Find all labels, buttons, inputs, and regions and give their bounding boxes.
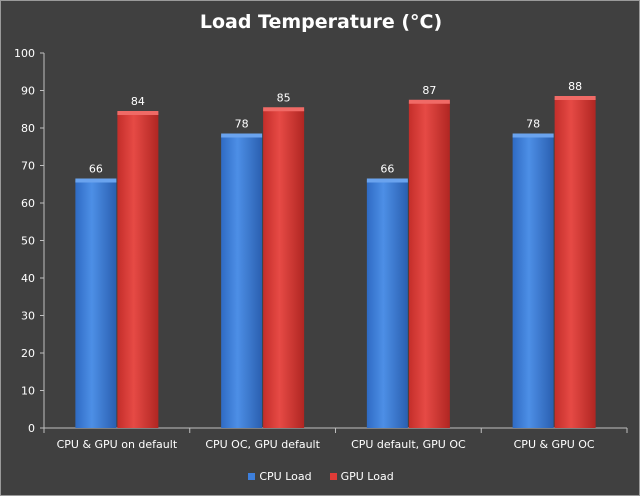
legend: CPU Load GPU Load: [1, 470, 640, 483]
legend-swatch-gpu-load: [329, 473, 337, 480]
data-label-gpu-load: 87: [422, 84, 436, 97]
y-tick-label: 70: [21, 160, 35, 173]
bar-cpu-load: [75, 180, 117, 428]
x-tick-label: CPU default, GPU OC: [351, 438, 466, 451]
y-tick-label: 50: [21, 235, 35, 248]
bar-cpu-load: [366, 180, 408, 428]
legend-swatch-cpu-load: [248, 473, 256, 480]
bar-gpu-load: [408, 101, 450, 428]
data-label-gpu-load: 85: [277, 91, 291, 104]
data-labels: 66 84 78 85 66 87 78 88: [89, 80, 582, 176]
legend-label-cpu-load: CPU Load: [259, 470, 312, 483]
legend-label-gpu-load: GPU Load: [340, 470, 394, 483]
y-tick-label: 30: [21, 310, 35, 323]
bar-cpu-load: [512, 135, 554, 428]
bars: [75, 96, 596, 428]
chart-title: Load Temperature (°C): [199, 11, 443, 33]
data-label-gpu-load: 88: [568, 80, 582, 93]
data-label-cpu-load: 78: [526, 118, 540, 131]
data-label-gpu-load: 84: [131, 95, 145, 108]
axes: 0 10 20 30 40 50 60 70 80 90 100 CPU & GPU on defau…: [14, 47, 628, 451]
legend-item-cpu-load: CPU Load: [248, 470, 312, 483]
bar-gpu-load: [263, 109, 305, 428]
bar-cpu-load: [221, 135, 263, 428]
data-label-cpu-load: 66: [380, 163, 394, 176]
bar-top-gpu-load: [117, 111, 159, 115]
bar-gpu-load: [554, 98, 596, 428]
bar-top-gpu-load: [408, 99, 450, 104]
bar-top-cpu-load: [366, 178, 408, 183]
y-tick-label: 90: [21, 85, 35, 98]
y-tick-label: 20: [21, 347, 35, 360]
data-label-cpu-load: 78: [235, 118, 249, 131]
x-tick-label: CPU & GPU on default: [57, 438, 178, 451]
x-tick-label: CPU & GPU OC: [514, 438, 595, 451]
y-tick-label: 100: [14, 47, 35, 60]
bar-top-cpu-load: [221, 133, 263, 138]
y-tick-label: 0: [28, 422, 35, 435]
bar-top-cpu-load: [75, 178, 117, 183]
bar-gpu-load: [117, 113, 159, 428]
legend-item-gpu-load: GPU Load: [329, 470, 394, 483]
y-tick-label: 80: [21, 122, 35, 135]
data-label-cpu-load: 66: [89, 163, 103, 176]
x-tick-label: CPU OC, GPU default: [205, 438, 320, 451]
y-tick-label: 40: [21, 272, 35, 285]
bar-top-gpu-load: [263, 107, 305, 112]
y-tick-label: 10: [21, 385, 35, 398]
bar-top-gpu-load: [554, 96, 596, 100]
bar-top-cpu-load: [512, 133, 554, 138]
y-tick-label: 60: [21, 197, 35, 210]
